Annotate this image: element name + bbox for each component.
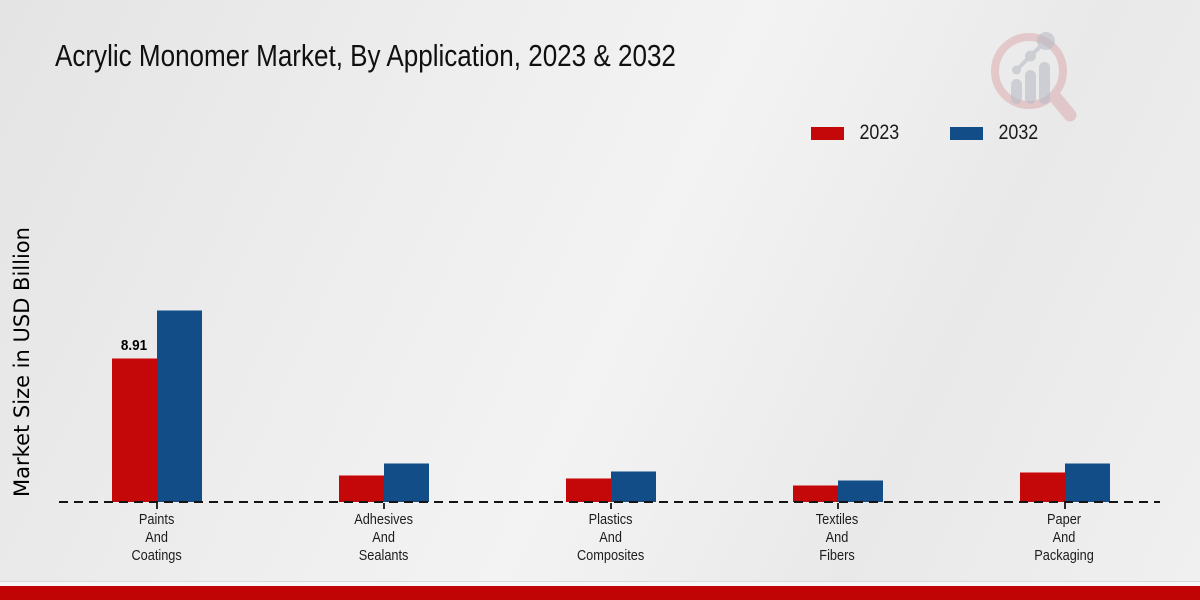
x-axis-label-paints-and-coatings: Paints And Coatings xyxy=(47,511,267,565)
legend-item-2032: 2032 xyxy=(950,121,1042,145)
x-axis-label-textiles-and-fibers: Textiles And Fibers xyxy=(728,511,948,565)
chart-title: Acrylic Monomer Market, By Application, … xyxy=(55,38,794,74)
legend-swatch-2032 xyxy=(950,126,984,140)
bar-value-text: 8.91 xyxy=(120,337,148,354)
footer-divider xyxy=(0,581,1200,586)
legend-label-2023: 2023 xyxy=(859,121,899,144)
x-axis-tick-paper-and-packaging xyxy=(1063,503,1066,509)
bar-2023-plastics-and-composites xyxy=(565,478,611,502)
logo-bar-small-icon xyxy=(1011,79,1022,104)
x-axis-label-text: Plastics And Composites xyxy=(576,511,645,564)
x-axis-tick-plastics-and-composites xyxy=(609,503,612,509)
x-axis-tick-textiles-and-fibers xyxy=(836,503,839,509)
legend-item-2023: 2023 xyxy=(810,121,903,145)
x-axis-label-plastics-and-composites: Plastics And Composites xyxy=(501,511,721,565)
magnifier-ring-icon xyxy=(991,33,1067,109)
legend-label-2032: 2032 xyxy=(998,121,1039,144)
x-axis-label-paper-and-packaging: Paper And Packaging xyxy=(955,511,1175,565)
x-axis-label-text: Paper And Packaging xyxy=(1034,511,1095,564)
legend-swatch-2023 xyxy=(810,126,844,140)
market-research-future-logo xyxy=(991,32,1077,122)
bar-2032-plastics-and-composites xyxy=(610,471,656,502)
bar-2032-textiles-and-fibers xyxy=(837,480,883,502)
x-axis-label-text: Paints And Coatings xyxy=(131,511,182,564)
bar-2023-paints-and-coatings xyxy=(111,358,157,502)
x-axis-label-text: Textiles And Fibers xyxy=(816,511,859,564)
logo-dot-small-icon xyxy=(1012,65,1021,75)
footer-red-bar xyxy=(0,586,1200,600)
logo-dot-large-icon xyxy=(1037,32,1055,50)
logo-bar-medium-icon xyxy=(1025,70,1036,104)
bar-2023-textiles-and-fibers xyxy=(792,485,838,502)
x-axis-label-adhesives-and-sealants: Adhesives And Sealants xyxy=(274,511,494,565)
logo-dot-medium-icon xyxy=(1025,50,1036,62)
bar-2032-adhesives-and-sealants xyxy=(383,463,429,502)
bar-2032-paints-and-coatings xyxy=(156,310,202,502)
bar-2032-paper-and-packaging xyxy=(1064,463,1110,502)
x-axis-tick-adhesives-and-sealants xyxy=(382,503,385,509)
x-axis-label-text: Adhesives And Sealants xyxy=(354,511,413,564)
logo-bar-large-icon xyxy=(1039,62,1050,104)
x-axis-tick-paints-and-coatings xyxy=(155,503,158,509)
bar-2023-paper-and-packaging xyxy=(1019,472,1065,502)
x-axis-baseline xyxy=(59,501,1160,503)
bar-value-label-2023-paints-and-coatings: 8.91 xyxy=(119,337,148,354)
magnifier-handle-icon xyxy=(1048,90,1077,122)
chart-title-text: Acrylic Monomer Market, By Application, … xyxy=(55,38,676,73)
legend: 2023 2032 xyxy=(810,121,1042,145)
bar-2023-adhesives-and-sealants xyxy=(338,475,384,502)
